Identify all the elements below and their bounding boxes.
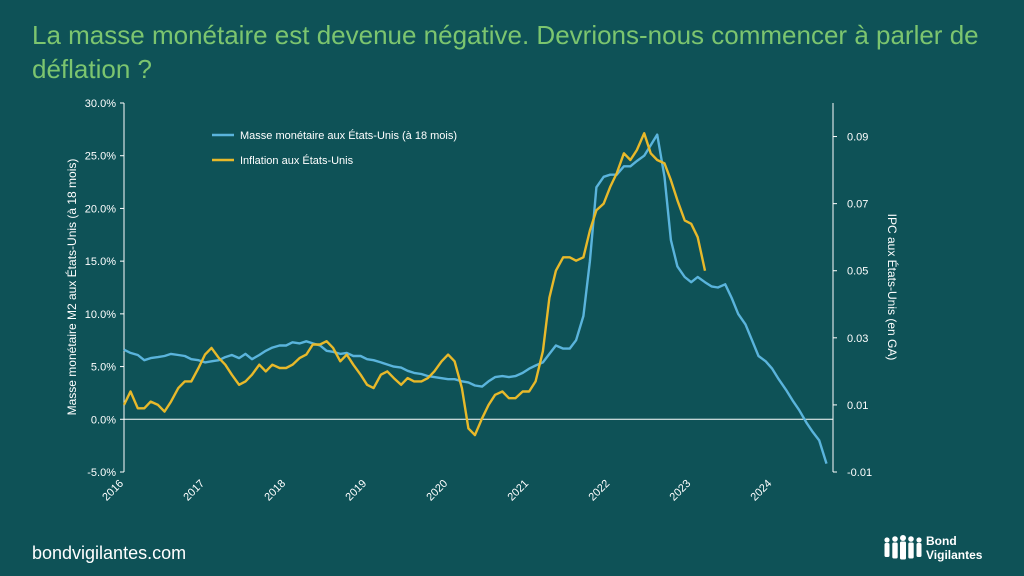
y-left-tick-label: 25.0% bbox=[85, 151, 116, 163]
series-line-money-supply bbox=[123, 133, 828, 464]
x-tick-label: 2023 bbox=[668, 478, 694, 504]
y-left-tick-label: -5.0% bbox=[87, 467, 116, 479]
x-tick-label: 2024 bbox=[749, 478, 775, 504]
x-tick-label: 2017 bbox=[181, 478, 207, 504]
x-tick-label: 2020 bbox=[424, 478, 450, 504]
y-left-tick-label: 20.0% bbox=[85, 203, 116, 215]
y-right-tick-label: 0.07 bbox=[847, 199, 868, 211]
chart-axes bbox=[123, 103, 834, 472]
y-axis-right-title: IPC aux États-Unis (en GA) bbox=[885, 214, 900, 361]
y-left-tick-label: 0.0% bbox=[91, 414, 116, 426]
legend-label-money-supply: Masse monétaire aux États-Unis (à 18 moi… bbox=[240, 129, 457, 142]
x-tick-label: 2019 bbox=[343, 478, 369, 504]
y-left-tick-label: 10.0% bbox=[85, 309, 116, 321]
series-line-inflation bbox=[122, 131, 707, 437]
bond-vigilantes-logo: Bond Vigilantes bbox=[882, 530, 1002, 570]
logo-text: Bond Vigilantes bbox=[926, 534, 982, 562]
legend-label-inflation: Inflation aux États-Unis bbox=[240, 154, 354, 167]
x-tick-label: 2022 bbox=[586, 478, 612, 504]
y-left-tick-label: 15.0% bbox=[85, 256, 116, 268]
x-tick-label: 2016 bbox=[100, 478, 126, 504]
x-tick-label: 2021 bbox=[505, 478, 531, 504]
chart-legend: Masse monétaire aux États-Unis (à 18 moi… bbox=[212, 129, 457, 167]
logo-line-1: Bond bbox=[926, 534, 957, 548]
chart-series bbox=[122, 131, 828, 464]
y-right-tick-label: 0.01 bbox=[847, 400, 868, 412]
page-title: La masse monétaire est devenue négative.… bbox=[32, 20, 979, 84]
chart: -5.0% 0.0% 5.0% 10.0% 15.0% 20.0% 25.0% 30.0% -0… bbox=[64, 98, 900, 503]
footer-url[interactable]: bondvigilantes.com bbox=[32, 543, 187, 563]
chart-ticks: -5.0% 0.0% 5.0% 10.0% 15.0% 20.0% 25.0% 30.0% -0… bbox=[85, 98, 872, 503]
y-axis-left-title: Masse monétaire M2 aux États-Unis (à 18 … bbox=[64, 159, 79, 416]
people-silhouette-icon bbox=[884, 535, 922, 560]
y-left-tick-label: 5.0% bbox=[91, 362, 116, 374]
x-tick-label: 2018 bbox=[262, 478, 288, 504]
y-right-tick-label: -0.01 bbox=[847, 467, 872, 479]
y-right-tick-label: 0.09 bbox=[847, 132, 868, 144]
logo-line-2: Vigilantes bbox=[926, 548, 983, 562]
y-right-tick-label: 0.05 bbox=[847, 266, 868, 278]
y-right-tick-label: 0.03 bbox=[847, 333, 868, 345]
y-left-tick-label: 30.0% bbox=[85, 98, 116, 110]
